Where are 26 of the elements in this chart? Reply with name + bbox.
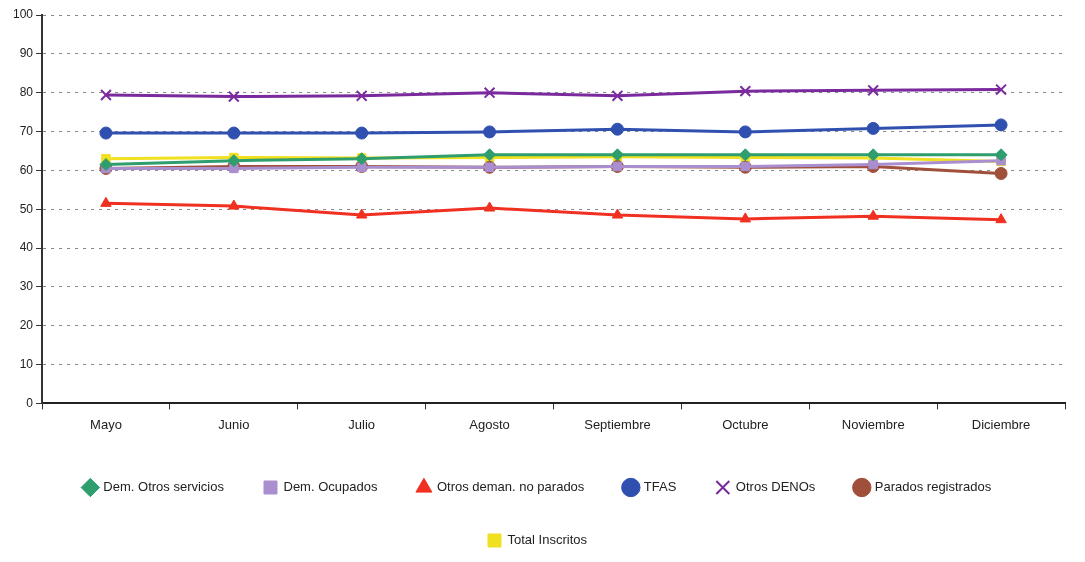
x-tick-label: Junio <box>218 416 250 432</box>
y-tick-label: 20 <box>19 318 34 333</box>
legend-label: Parados registrados <box>874 479 992 495</box>
y-tick-label: 60 <box>19 162 34 177</box>
legend-label: TFAS <box>643 479 677 495</box>
y-tick-label: 100 <box>12 7 34 22</box>
y-tick-label: 90 <box>19 46 34 61</box>
x-tick-label: Agosto <box>469 416 510 432</box>
y-tick-label: 30 <box>19 279 34 294</box>
x-tick-label: Julio <box>348 416 376 432</box>
legend-label: Dem. Otros servicios <box>103 479 225 495</box>
y-tick-label: 70 <box>19 123 34 138</box>
legend-label: Total Inscritos <box>507 532 588 548</box>
y-tick-label: 80 <box>19 84 34 99</box>
legend-label: Dem. Ocupados <box>283 479 378 495</box>
x-tick-label: Mayo <box>90 416 122 432</box>
x-tick-label: Diciembre <box>971 416 1031 432</box>
y-tick-label: 10 <box>19 356 34 371</box>
legend-label: Otros DENOs <box>735 479 816 495</box>
y-tick-label: 50 <box>19 201 34 216</box>
y-tick-label: 40 <box>19 240 34 255</box>
x-tick-label: Noviembre <box>841 416 905 432</box>
x-tick-label: Octubre <box>722 416 769 432</box>
x-tick-label: Septiembre <box>584 416 651 432</box>
y-tick-label: 0 <box>26 395 34 410</box>
legend-label: Otros deman. no parados <box>436 479 585 495</box>
